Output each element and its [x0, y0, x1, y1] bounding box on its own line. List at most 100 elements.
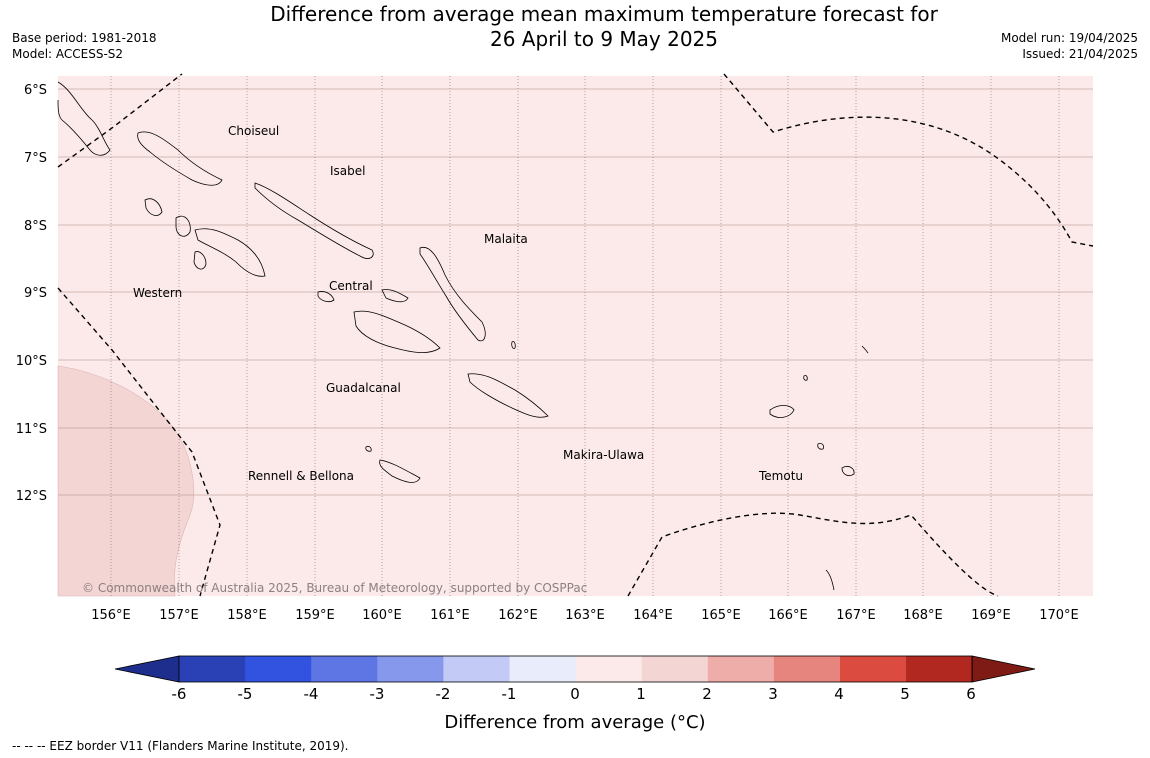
bougainville-island	[57, 81, 111, 156]
colorbar-tick: -5	[238, 685, 253, 703]
colorbar-tick: 3	[768, 685, 778, 703]
malaita-island	[419, 246, 486, 342]
colorbar-tick: 1	[636, 685, 646, 703]
longitude-labels: 156°E 157°E 158°E 159°E 160°E 161°E 162°…	[91, 608, 1079, 623]
lon-label: 162°E	[498, 608, 538, 623]
lat-label: 10°S	[16, 354, 47, 369]
lat-label: 8°S	[24, 219, 47, 234]
model-name: Model: ACCESS-S2	[12, 47, 124, 61]
region-label-isabel: Isabel	[330, 164, 365, 178]
colorbar-cell	[245, 656, 312, 682]
lon-label: 163°E	[565, 608, 605, 623]
colorbar-cell	[906, 656, 973, 682]
colorbar-cell	[377, 656, 444, 682]
colorbar-tick: 5	[900, 685, 910, 703]
colorbar-extend-high	[971, 655, 1036, 683]
vella-lavella	[193, 251, 207, 270]
latitude-gridlines	[58, 88, 1093, 496]
colorbar-cell	[840, 656, 907, 682]
colorbar: -6 -5 -4 -3 -2 -1 0 1 2 3 4 5 6 Differen…	[114, 655, 1036, 733]
colorbar-cell	[311, 656, 378, 682]
region-label-malaita: Malaita	[484, 232, 528, 246]
colorbar-tick: -1	[502, 685, 517, 703]
warm-anomaly-patch	[57, 365, 194, 597]
map-background	[58, 76, 1093, 596]
region-label-rennell-bellona: Rennell & Bellona	[248, 469, 354, 483]
lat-label: 11°S	[16, 422, 47, 437]
colorbar-cell	[443, 656, 510, 682]
lon-label: 170°E	[1039, 608, 1079, 623]
colorbar-tick: 6	[966, 685, 976, 703]
meta-left: Base period: 1981-2018 Model: ACCESS-S2	[12, 30, 157, 62]
lon-label: 157°E	[159, 608, 199, 623]
meta-right: Model run: 19/04/2025 Issued: 21/04/2025	[1001, 30, 1138, 62]
colorbar-ticks: -6 -5 -4 -3 -2 -1 0 1 2 3 4 5 6	[172, 685, 976, 703]
colorbar-tick: 0	[570, 685, 580, 703]
eez-borders	[57, 73, 1094, 597]
page-title: Difference from average mean maximum tem…	[0, 2, 1150, 52]
lon-label: 165°E	[701, 608, 741, 623]
region-labels: Choiseul Isabel Malaita Western Central …	[133, 124, 803, 483]
region-label-central: Central	[329, 279, 373, 293]
colorbar-cell	[575, 656, 643, 682]
tikopia-islands	[825, 569, 835, 591]
lon-label: 166°E	[768, 608, 808, 623]
colorbar-cell	[509, 656, 577, 682]
copyright-notice: © Commonwealth of Australia 2025, Bureau…	[82, 581, 587, 595]
choiseul-island	[137, 131, 223, 186]
lon-label: 168°E	[903, 608, 943, 623]
bellona-island	[365, 445, 372, 452]
guadalcanal-island	[353, 310, 441, 353]
latitude-labels: 6°S 7°S 8°S 9°S 10°S 11°S 12°S	[16, 83, 47, 504]
coastlines	[57, 81, 869, 591]
makira-island	[467, 373, 549, 418]
colorbar-tick: -2	[436, 685, 451, 703]
issued-date: Issued: 21/04/2025	[1022, 47, 1138, 61]
lon-label: 156°E	[91, 608, 131, 623]
lat-label: 6°S	[24, 83, 47, 98]
colorbar-cells	[114, 655, 1036, 683]
colorbar-tick: 4	[834, 685, 844, 703]
lon-label: 164°E	[633, 608, 673, 623]
santa-cruz-island	[769, 405, 795, 418]
colorbar-tick: -6	[172, 685, 187, 703]
colorbar-outline	[178, 655, 973, 683]
lat-label: 12°S	[16, 489, 47, 504]
region-label-choiseul: Choiseul	[228, 124, 279, 138]
eez-footnote: -- -- -- EEZ border V11 (Flanders Marine…	[12, 739, 349, 753]
rennell-island	[379, 459, 421, 483]
vanikoro-island	[841, 466, 855, 476]
ulawa-island	[511, 341, 516, 349]
base-period: Base period: 1981-2018	[12, 31, 157, 45]
lon-label: 160°E	[362, 608, 402, 623]
lon-label: 169°E	[971, 608, 1011, 623]
model-run: Model run: 19/04/2025	[1000, 31, 1138, 45]
colorbar-cell	[773, 656, 841, 682]
colorbar-cell	[179, 656, 246, 682]
title-line-1: Difference from average mean maximum tem…	[270, 2, 938, 26]
lon-label: 158°E	[227, 608, 267, 623]
colorbar-tick: 2	[702, 685, 712, 703]
colorbar-tick: -4	[304, 685, 319, 703]
colorbar-cell	[641, 656, 709, 682]
colorbar-cell	[707, 656, 775, 682]
santa-isabel-island	[254, 182, 374, 259]
region-label-western: Western	[133, 286, 182, 300]
utupua-island	[817, 443, 825, 450]
lon-label: 159°E	[295, 608, 335, 623]
region-label-makira-ulawa: Makira-Ulawa	[563, 448, 644, 462]
reef-islands	[803, 345, 869, 381]
region-label-temotu: Temotu	[758, 469, 803, 483]
colorbar-tick: -3	[370, 685, 385, 703]
lon-label: 161°E	[430, 608, 470, 623]
lat-label: 7°S	[24, 151, 47, 166]
new-georgia-group	[144, 198, 266, 277]
central-islands	[317, 289, 409, 303]
region-label-guadalcanal: Guadalcanal	[326, 381, 401, 395]
colorbar-label: Difference from average (°C)	[444, 712, 705, 733]
lon-label: 167°E	[836, 608, 876, 623]
colorbar-extend-low	[114, 655, 180, 683]
lat-label: 9°S	[24, 286, 47, 301]
title-line-2: 26 April to 9 May 2025	[490, 27, 718, 51]
